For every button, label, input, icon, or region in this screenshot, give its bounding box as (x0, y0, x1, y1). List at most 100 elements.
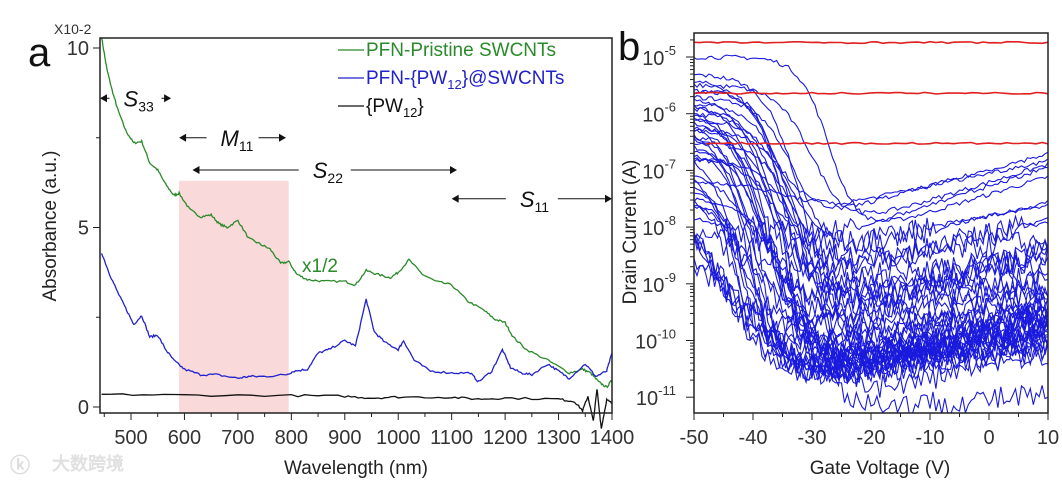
arrow-right-icon (450, 166, 458, 175)
band-subscript: 11 (239, 138, 254, 154)
band-label: S33 (124, 86, 154, 114)
transfer-curve-34 (694, 204, 1048, 381)
transfer-curve-29 (694, 175, 1048, 312)
x-tick-label-a: 1000 (376, 427, 421, 449)
x-tick-label-a: 1200 (483, 427, 528, 449)
legend-text: PFN-{PW (366, 68, 447, 89)
y-tick-label-a: 10 (67, 38, 89, 60)
arrow-left-icon (451, 194, 459, 203)
y-tick-label-b: 10-10 (635, 327, 676, 354)
tick-base: 10 (642, 105, 664, 127)
band-letter: S (520, 187, 535, 212)
legend-subscript: 12 (447, 77, 461, 92)
x-axis-label-a: Wavelength (nm) (284, 458, 428, 479)
x-tick-label-a: 700 (221, 427, 254, 449)
y-tick-label-a: 0 (78, 397, 89, 419)
transfer-curve-0 (694, 54, 1048, 223)
red-curve-0 (694, 40, 1048, 45)
arrow-left-icon (100, 94, 108, 103)
tick-exponent: -7 (664, 156, 676, 171)
m11-shaded-region (179, 180, 289, 413)
arrow-right-icon (278, 133, 286, 142)
tick-base: 10 (636, 388, 658, 410)
legend-text: } (417, 96, 423, 117)
tick-exponent: -11 (658, 383, 676, 398)
tick-base: 10 (642, 48, 664, 70)
tick-base: 10 (642, 218, 664, 240)
arrow-right-icon (605, 194, 612, 203)
legend-text: }@SWCNTs (462, 68, 565, 89)
panel-label-a: a (28, 31, 51, 75)
legend-entry: {PW12} (366, 96, 424, 120)
absorbance-series (100, 38, 613, 429)
transfer-curve-45 (694, 157, 1048, 398)
y-tick-label-a: 5 (78, 218, 89, 240)
series-line-1 (100, 253, 613, 383)
legend-entry: PFN-Pristine SWCNTs (366, 40, 556, 61)
transfer-curve-11 (694, 106, 1048, 267)
axis-ticks-a: 500 600 700 800 900 1000 1100 1200 1300 1400 0 5 10 (67, 38, 635, 449)
x-tick-label-b: -30 (798, 427, 827, 449)
transfer-curve-37 (694, 215, 1048, 281)
x-tick-label-a: 600 (168, 427, 201, 449)
y-tick-label-b: 10-8 (642, 213, 676, 240)
band-label: S22 (313, 158, 343, 186)
band-letter: S (124, 86, 139, 111)
x-tick-label-a: 500 (114, 427, 147, 449)
axis-ticks-b: -50 -40 -30 -20 -10 0 1010-510-610-710-810-910… (635, 39, 1059, 449)
panel-a-absorbance-chart: 500 600 700 800 900 1000 1100 1200 1300 14000510 … (28, 21, 634, 479)
legend-text: PFN-Pristine SWCNTs (366, 40, 556, 61)
arrow-left-icon (179, 133, 187, 142)
plot-frame-a (99, 37, 613, 414)
band-label: S11 (520, 187, 549, 215)
y-tick-label-b: 10-5 (642, 43, 676, 70)
band-subscript: 22 (327, 170, 343, 186)
transfer-curve-19 (694, 128, 1048, 211)
tick-exponent: -9 (664, 270, 676, 285)
x-tick-label-b: 0 (983, 427, 994, 449)
panel-b-transfer-chart: -50 -40 -30 -20 -10 0 1010-510-610-710-810-910… (618, 25, 1059, 479)
legend-subscript: 12 (403, 105, 417, 120)
transfer-curve-35 (694, 205, 1048, 304)
scale-annotation: x1/2 (302, 256, 338, 277)
transfer-curve-3 (694, 82, 1048, 216)
band-letter: S (313, 158, 328, 183)
transfer-curve-41 (694, 166, 1048, 246)
transfer-curve-31 (694, 158, 1048, 206)
band-letter: M (221, 126, 240, 151)
x-tick-label-b: -20 (857, 427, 886, 449)
band-label: M11 (221, 126, 254, 154)
legend-text: {PW (366, 96, 403, 117)
tick-base: 10 (642, 275, 664, 297)
red-curve-2 (705, 141, 1048, 146)
x-tick-label-b: -40 (739, 427, 768, 449)
x-tick-label-a: 1300 (536, 427, 581, 449)
x-axis-label-b: Gate Voltage (V) (810, 458, 950, 479)
arrow-right-icon (164, 94, 172, 103)
x-tick-label-a: 900 (328, 427, 361, 449)
tick-exponent: -8 (664, 213, 676, 228)
transfer-curve-44 (694, 197, 1048, 413)
transfer-curve-23 (694, 141, 1048, 287)
y-multiplier: X10-2 (54, 21, 92, 37)
band-subscript: 11 (535, 199, 550, 215)
y-tick-label-b: 10-9 (642, 270, 676, 297)
x-tick-label-b: -50 (680, 427, 709, 449)
y-axis-label-a: Absorbance (a.u.) (40, 150, 61, 301)
transfer-curve-43 (694, 238, 1048, 325)
transfer-curve-6 (694, 98, 1048, 367)
tick-base: 10 (635, 332, 657, 354)
x-tick-label-a: 1100 (430, 427, 473, 449)
y-axis-label-b: Drain Current (A) (620, 160, 641, 305)
transfer-curve-15 (694, 118, 1048, 256)
transfer-curve-38 (694, 232, 1048, 377)
x-tick-label-b: 10 (1037, 427, 1059, 449)
x-tick-label-a: 800 (275, 427, 308, 449)
panel-label-b: b (618, 25, 640, 69)
transfer-curve-9 (694, 103, 1048, 322)
legend-entry: PFN-{PW12}@SWCNTs (366, 68, 564, 92)
transfer-curve-40 (694, 232, 1048, 385)
x-tick-label-a: 1400 (590, 427, 635, 449)
transfer-curve-5 (694, 89, 1048, 308)
